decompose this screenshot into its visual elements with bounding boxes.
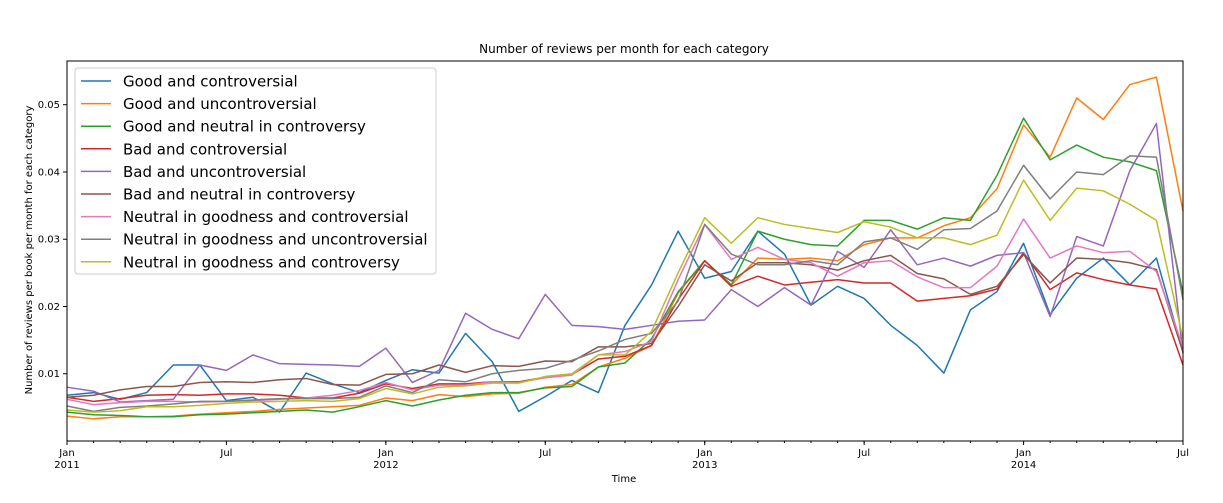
series-line-8	[66, 155, 1184, 413]
x-tick-label: Jan	[1015, 448, 1031, 459]
series-line-4	[66, 251, 1184, 403]
x-tick-year-label: 2011	[54, 460, 79, 471]
x-tick-label: Jan	[696, 448, 712, 459]
series-line-1	[66, 230, 1184, 413]
legend-label-6: Bad and neutral in controversy	[123, 186, 356, 204]
legend-items: Good and controversial Good and uncontrov…	[81, 73, 428, 271]
y-tick-label: 0.03	[38, 235, 60, 246]
x-tick-label: Jul	[857, 448, 870, 459]
x-tick-label: Jul	[538, 448, 551, 459]
legend-box	[74, 67, 437, 275]
y-tick-label: 0.02	[38, 302, 60, 313]
series-line-2	[66, 76, 1184, 420]
legend-label-2: Good and uncontroversial	[123, 95, 317, 113]
x-tick-year-label: 2014	[1011, 460, 1036, 471]
legend-label-7: Neutral in goodness and controversial	[123, 208, 409, 226]
x-tick-label: Jan	[377, 448, 393, 459]
y-axis-label: Number of reviews per book per month for…	[24, 106, 35, 395]
legend-label-3: Good and neutral in controversy	[123, 118, 366, 136]
x-tick-label: Jul	[219, 448, 232, 459]
series-line-6	[66, 253, 1184, 399]
legend: Good and controversial Good and uncontrov…	[74, 67, 437, 275]
series-line-3	[66, 117, 1184, 418]
series-line-5	[66, 122, 1184, 403]
legend-label-4: Bad and controversial	[123, 140, 287, 158]
y-tick-label: 0.01	[38, 369, 60, 380]
chart-title: Number of reviews per month for each cat…	[479, 42, 769, 56]
legend-label-5: Bad and uncontroversial	[123, 163, 306, 181]
x-tick-year-label: 2012	[373, 460, 398, 471]
x-tick-year-label: 2013	[692, 460, 717, 471]
x-tick-label: Jan	[58, 448, 74, 459]
series-line-9	[66, 179, 1184, 413]
legend-label-9: Neutral in goodness and controversy	[123, 253, 400, 271]
x-axis-label: Time	[611, 474, 636, 485]
x-tick-label: Jul	[1176, 448, 1189, 459]
series-lines	[66, 76, 1184, 420]
y-tick-label: 0.05	[38, 100, 60, 111]
legend-label-1: Good and controversial	[123, 73, 298, 91]
y-tick-label: 0.04	[38, 167, 60, 178]
legend-label-8: Neutral in goodness and uncontroversial	[123, 231, 428, 249]
